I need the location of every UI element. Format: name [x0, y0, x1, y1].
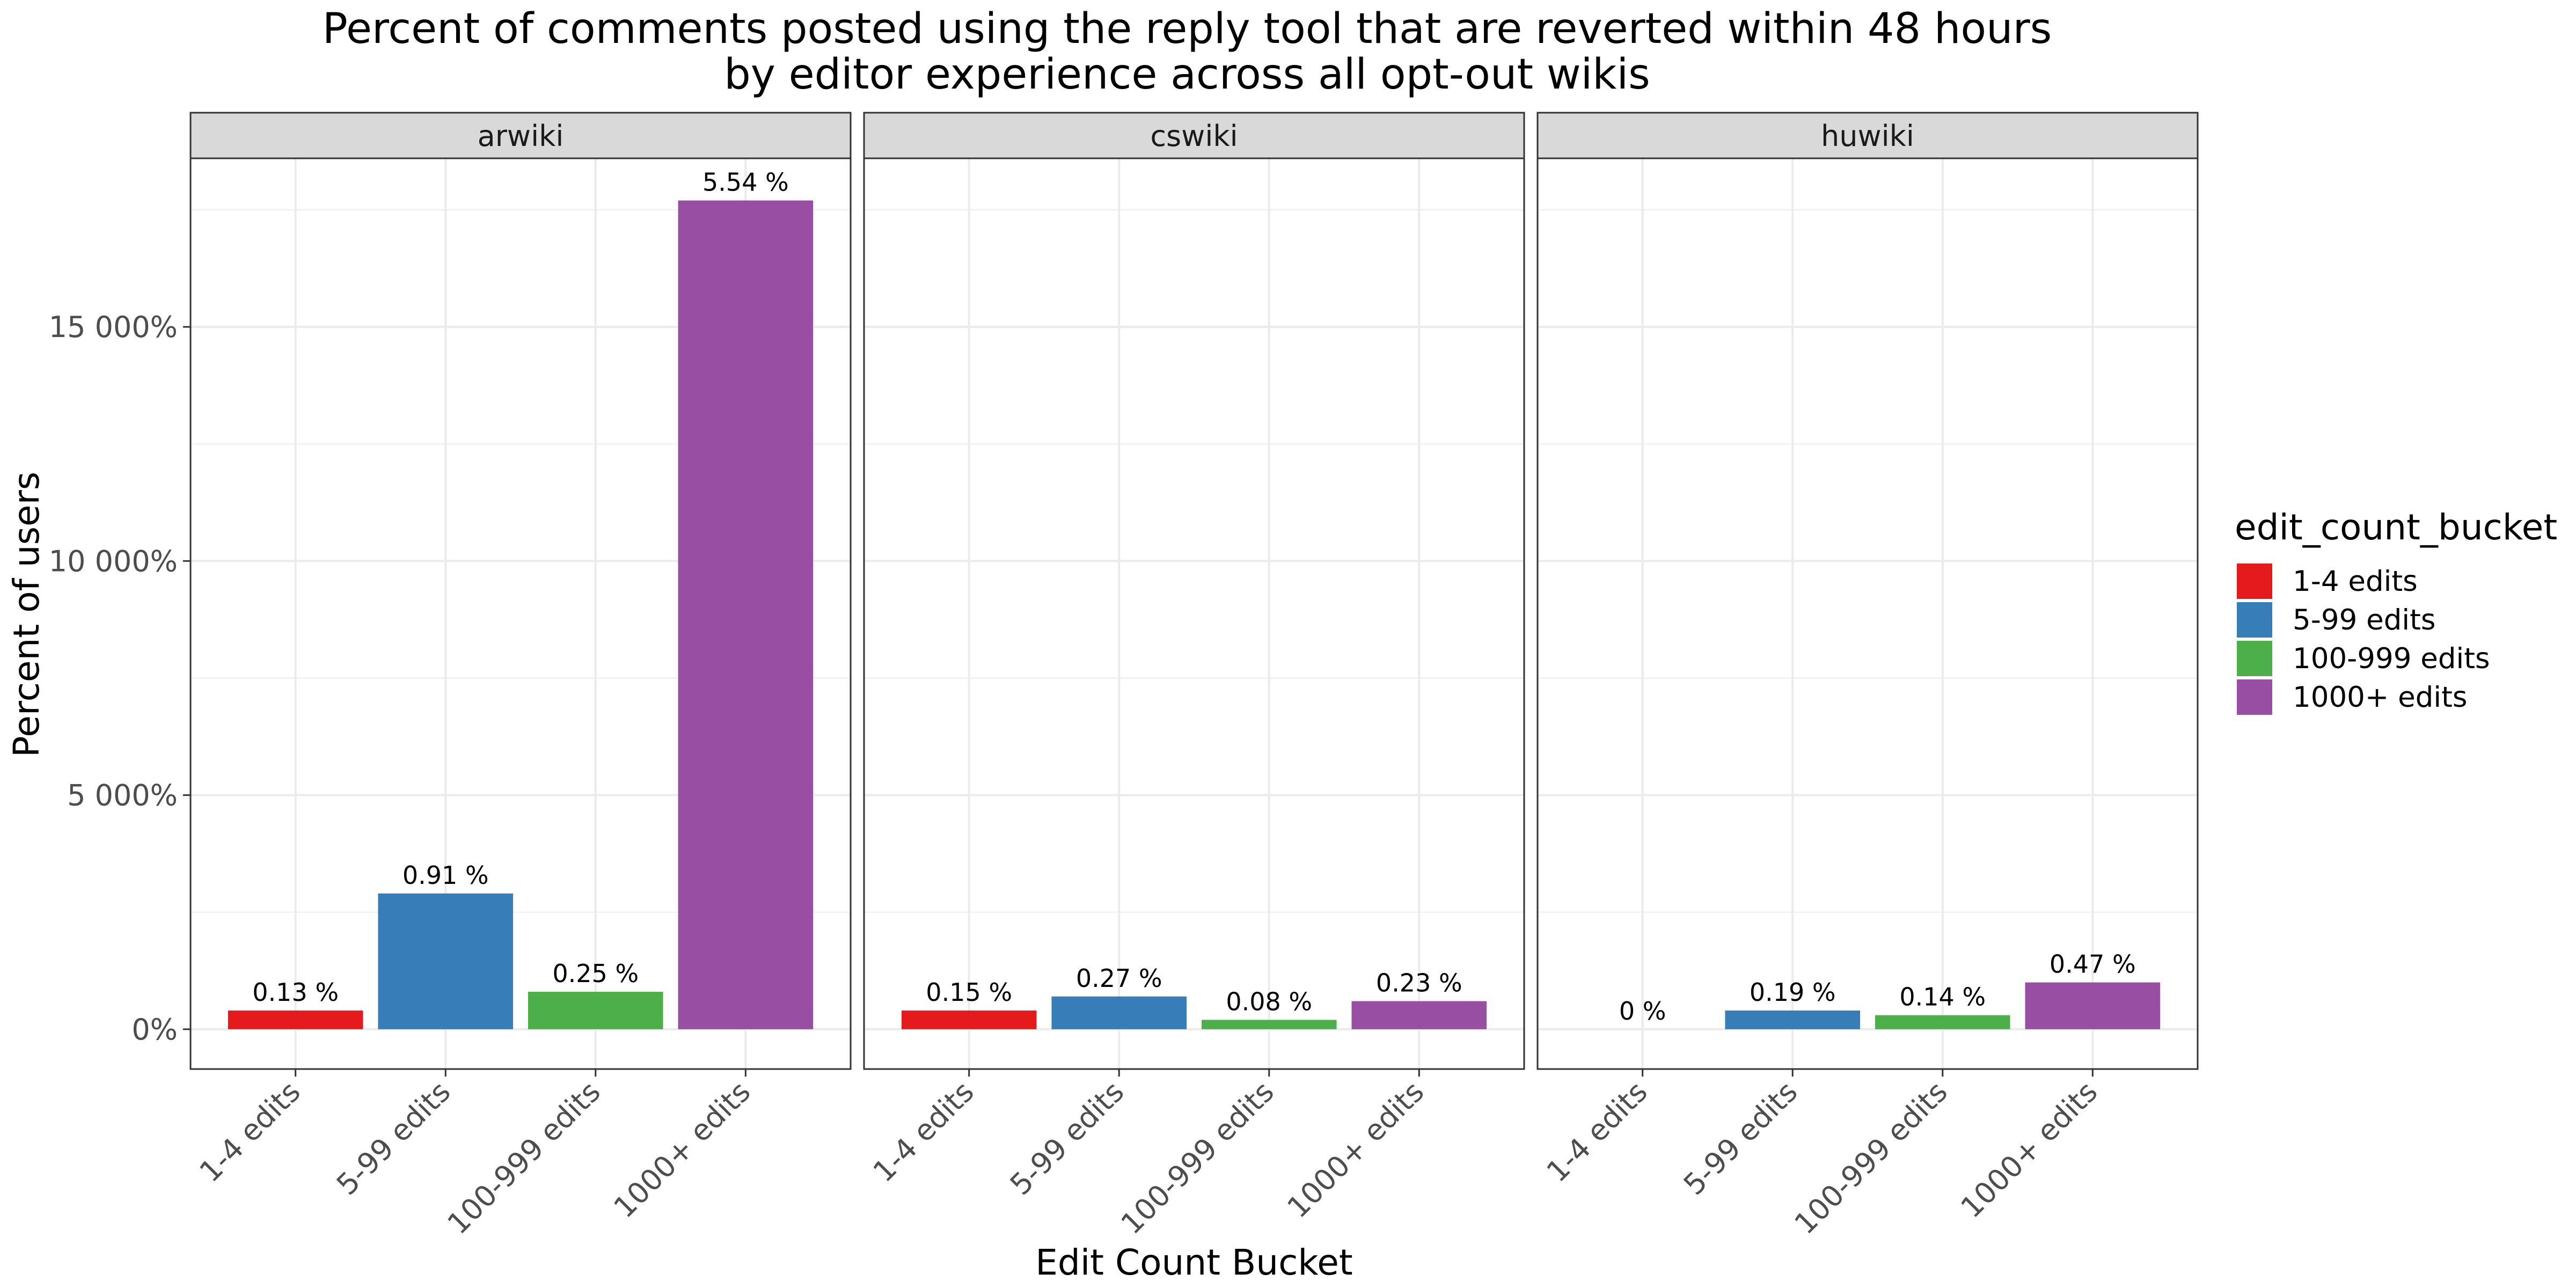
plot-background	[1538, 158, 2198, 1069]
bar-huwiki-100-999-edits	[1875, 1015, 2010, 1029]
legend-title: edit_count_bucket	[2235, 507, 2557, 548]
facet-panel-huwiki: huwiki 0 % 0.19 % 0.14 % 0.47 % 1-4 edits 5-99…	[1536, 112, 2199, 1241]
legend-swatch-1000-edits	[2237, 679, 2272, 715]
facet-strip-label: arwiki	[478, 119, 564, 153]
panel-border	[1536, 157, 2199, 1070]
x-tick-label: 1000+ edits	[607, 1075, 757, 1225]
x-tick-label: 5-99 edits	[1677, 1075, 1804, 1202]
legend-label: 1-4 edits	[2293, 565, 2418, 598]
facet-panel-cswiki: cswiki 0.15 % 0.27 % 0.08 % 0.23 % 1-4 edits 5…	[863, 112, 1525, 1241]
facet-strip-label: huwiki	[1821, 119, 1914, 153]
data-label: 5.54 %	[702, 168, 789, 197]
x-tick-label: 5-99 edits	[330, 1075, 457, 1202]
data-label: 0.91 %	[402, 861, 489, 890]
x-tick-label: 100-999 edits	[441, 1075, 607, 1241]
legend-swatch-5-99-edits	[2237, 602, 2272, 638]
legend-label: 100-999 edits	[2293, 642, 2490, 675]
x-tick-label: 100-999 edits	[1788, 1075, 1954, 1241]
legend: edit_count_bucket 1-4 edits 5-99 edits 100…	[2235, 507, 2557, 715]
data-label: 0.13 %	[252, 978, 339, 1007]
x-tick-label: 5-99 edits	[1004, 1075, 1131, 1202]
data-label: 0.27 %	[1076, 964, 1162, 993]
data-label: 0.08 %	[1226, 987, 1312, 1016]
facet-strip	[189, 112, 852, 159]
chart-title: Percent of comments posted using the rep…	[323, 5, 2052, 53]
data-label: 0.19 %	[1750, 978, 1836, 1007]
y-tick-label: 0%	[131, 1013, 178, 1046]
data-label: 0.15 %	[926, 978, 1012, 1007]
data-label: 0.25 %	[552, 959, 639, 988]
y-tick-label: 10 000%	[49, 544, 178, 578]
panel-border	[189, 157, 852, 1070]
bar-cswiki-1-4-edits	[901, 1010, 1037, 1029]
facet-strip-label: cswiki	[1150, 119, 1238, 153]
y-axis-title: Percent of users	[6, 472, 47, 757]
chart-subtitle: by editor experience across all opt-out …	[724, 50, 1650, 99]
y-tick-label: 5 000%	[67, 779, 178, 813]
legend-label: 5-99 edits	[2293, 604, 2436, 636]
data-label: 0.47 %	[2050, 950, 2136, 979]
legend-label: 1000+ edits	[2293, 681, 2468, 714]
bar-cswiki-5-99-edits	[1051, 996, 1187, 1029]
data-label: 0.14 %	[1899, 983, 1986, 1012]
data-label: 0.23 %	[1376, 968, 1462, 997]
legend-swatch-100-999-edits	[2237, 641, 2272, 676]
y-axis: 0% 5 000% 10 000% 15 000%	[49, 310, 191, 1046]
panel-border	[863, 157, 1525, 1070]
legend-swatch-1-4-edits	[2237, 564, 2272, 599]
bar-arwiki-5-99-edits	[378, 893, 514, 1029]
bar-arwiki-1-4-edits	[228, 1010, 363, 1029]
bar-arwiki-100-999-edits	[528, 992, 663, 1029]
x-tick-label: 1-4 edits	[193, 1075, 307, 1189]
x-tick-label: 1000+ edits	[1954, 1075, 2104, 1225]
x-axis-title: Edit Count Bucket	[1035, 1242, 1353, 1283]
bar-cswiki-100-999-edits	[1201, 1020, 1337, 1029]
facet-panel-arwiki: arwiki 0.13 % 0.91 % 0.25 % 5.54 % 1-4 edits 5…	[189, 112, 852, 1241]
plot-background	[864, 158, 1524, 1069]
x-tick-label: 100-999 edits	[1115, 1075, 1280, 1241]
bar-cswiki-1000-edits	[1351, 1001, 1487, 1029]
bar-arwiki-1000-edits	[678, 200, 814, 1029]
bar-huwiki-1000-edits	[2025, 982, 2161, 1029]
x-tick-label: 1000+ edits	[1280, 1075, 1430, 1225]
y-tick-label: 15 000%	[49, 310, 178, 344]
data-label: 0 %	[1619, 997, 1666, 1026]
bar-huwiki-5-99-edits	[1725, 1010, 1861, 1029]
x-tick-label: 1-4 edits	[1540, 1075, 1654, 1189]
x-tick-label: 1-4 edits	[867, 1075, 980, 1189]
